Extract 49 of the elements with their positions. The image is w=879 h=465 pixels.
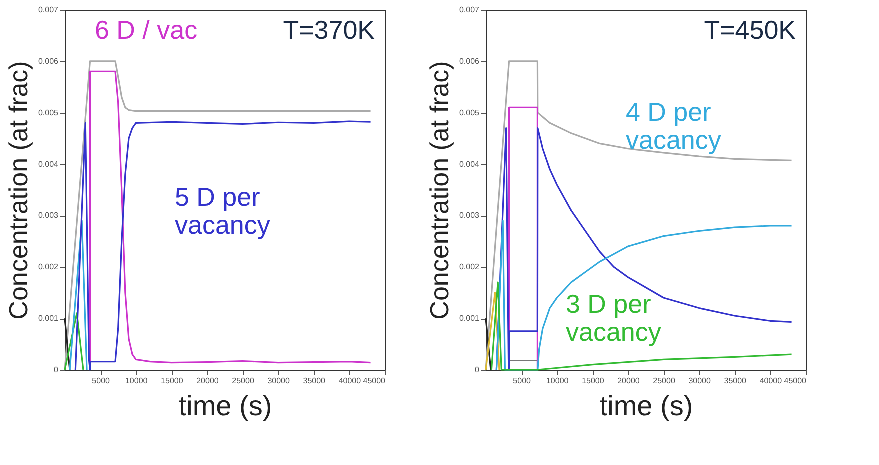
series-label: 3 D per vacancy: [566, 289, 662, 347]
y-tick-label: 0.002: [38, 262, 60, 272]
y-tick-label: 0.006: [38, 56, 60, 66]
line-series: [485, 60, 793, 371]
x-tick-label: 35000: [724, 376, 748, 386]
x-tick-label: 30000: [688, 376, 712, 386]
y-tick-label: 0.003: [459, 211, 480, 220]
x-tick-label: 15000: [582, 376, 605, 386]
x-tick-label: 30000: [268, 376, 291, 386]
y-axis-title: Concentration (at frac): [3, 61, 34, 320]
x-tick-label: 20000: [196, 376, 220, 386]
x-tick-label: 25000: [653, 376, 676, 386]
x-tick-label: 40000: [760, 376, 783, 386]
y-tick-label: 0.001: [38, 314, 60, 324]
y-axis-title: Concentration (at frac): [424, 61, 454, 320]
text: 4 D per vacancy: [626, 97, 722, 155]
y-tick-label: 0: [475, 366, 480, 374]
x-tick-label: 5000: [513, 376, 532, 386]
y-tick-label: 0.007: [459, 6, 480, 14]
y-tick-label: 0.007: [38, 6, 60, 14]
x-tick-label: 15000: [161, 376, 184, 386]
y-tick-label: 0.002: [459, 262, 480, 272]
y-tick-label: 0.005: [38, 108, 60, 118]
x-axis-title: time (s): [600, 390, 694, 422]
x-tick-label: 25000: [232, 376, 255, 386]
x-tick-label: 40000: [338, 376, 362, 386]
y-tick-label: 0.006: [459, 56, 480, 66]
y-tick-label: 0.001: [459, 314, 480, 324]
x-tick-label: 45000: [784, 376, 808, 386]
line-series: [496, 220, 793, 371]
y-tick-label: 0: [54, 366, 60, 374]
x-tick-label: 45000: [363, 376, 386, 386]
y-tick-label: 0.004: [38, 160, 60, 169]
x-tick-label: 5000: [92, 376, 111, 386]
y-tick-label: 0.004: [459, 160, 480, 169]
annotation: T=370K: [283, 15, 376, 45]
x-tick-label: 10000: [125, 376, 148, 386]
line-series: [490, 282, 793, 371]
x-tick-label: 35000: [303, 376, 326, 386]
x-tick-label: 20000: [618, 376, 640, 386]
x-axis-title: time (s): [178, 390, 272, 422]
line-series: [496, 127, 793, 371]
series-label: 5 D per vacancy: [175, 182, 270, 240]
annotation: T=450K: [704, 15, 797, 45]
y-tick-label: 0.003: [38, 211, 60, 220]
y-tick-label: 0.005: [459, 108, 480, 118]
line-series: [74, 120, 372, 371]
series-label: 6 D / vac: [95, 15, 198, 45]
x-tick-label: 10000: [546, 376, 570, 386]
